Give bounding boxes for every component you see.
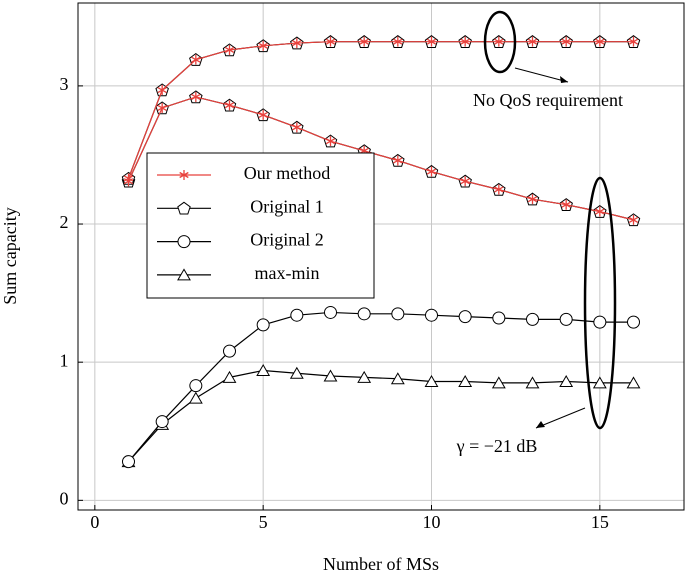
marker (559, 312, 573, 326)
marker (561, 199, 571, 210)
marker (224, 44, 235, 55)
marker (595, 206, 605, 217)
x-tick-label: 10 (423, 512, 441, 532)
y-tick-label: 0 (60, 488, 69, 508)
marker (460, 36, 470, 47)
arrow-head (560, 76, 568, 83)
y-axis-label: Sum capacity (0, 207, 20, 304)
ellipse (583, 176, 617, 430)
marker (179, 170, 189, 180)
marker (324, 305, 337, 319)
legend-label: Our method (244, 163, 330, 183)
series-line (128, 369, 634, 463)
marker (292, 38, 302, 49)
marker (527, 36, 538, 47)
marker (627, 315, 640, 329)
legend-label: Original 1 (250, 196, 324, 216)
marker (393, 155, 403, 166)
marker (494, 36, 504, 47)
marker (256, 363, 271, 376)
marker (289, 366, 304, 379)
marker (325, 36, 336, 47)
marker (628, 214, 639, 225)
marker (188, 391, 203, 404)
marker (424, 375, 439, 388)
marker (357, 307, 371, 321)
marker (189, 379, 203, 393)
marker (592, 376, 607, 389)
marker (177, 201, 191, 215)
series-line (128, 311, 634, 463)
y-tick-label: 2 (60, 212, 69, 232)
ellipse (483, 10, 517, 74)
marker (177, 235, 191, 249)
arrow (514, 67, 569, 83)
legend-label: max-min (255, 263, 320, 283)
marker (426, 36, 437, 47)
annotation: No QoS requirement (473, 90, 623, 110)
marker (357, 370, 372, 383)
x-tick-label: 15 (591, 512, 609, 532)
x-axis-label: Number of MSs (323, 554, 439, 574)
marker (323, 369, 338, 382)
marker (526, 312, 539, 326)
series-line (127, 96, 634, 221)
annotation: γ = −21 dB (456, 436, 538, 456)
marker (390, 372, 405, 385)
plot (121, 35, 641, 469)
marker (393, 36, 403, 47)
plot-frame (77, 2, 685, 511)
marker (157, 102, 167, 113)
marker (256, 318, 270, 332)
marker (191, 91, 201, 102)
legend-label: Original 2 (250, 230, 324, 250)
marker (290, 308, 304, 322)
marker (359, 36, 369, 47)
legend: Our method Original 1 Original 2 max-min (146, 152, 375, 299)
marker (191, 54, 201, 65)
marker (492, 311, 506, 325)
marker (494, 184, 504, 195)
x-tick-label: 5 (259, 512, 268, 532)
marker (626, 376, 641, 389)
marker (458, 310, 472, 324)
marker (527, 194, 538, 205)
marker (157, 85, 167, 96)
marker (426, 166, 437, 177)
marker (525, 376, 540, 389)
marker (561, 36, 571, 47)
marker (491, 376, 506, 389)
marker (458, 375, 473, 388)
marker (222, 370, 237, 383)
marker (325, 136, 336, 147)
marker (391, 307, 405, 321)
marker (628, 36, 639, 47)
marker (177, 268, 191, 281)
marker (460, 176, 470, 187)
marker (593, 315, 607, 329)
marker (559, 375, 574, 388)
arrow-head (536, 421, 545, 428)
marker (223, 344, 236, 358)
marker (224, 100, 235, 111)
marker (595, 36, 605, 47)
marker (425, 308, 438, 322)
marker (292, 122, 302, 133)
arrow (535, 407, 586, 429)
marker (258, 109, 268, 120)
marker (123, 173, 134, 184)
x-tick-label: 0 (90, 512, 99, 532)
marker (155, 415, 169, 429)
y-tick-label: 3 (60, 74, 69, 94)
marker (258, 40, 268, 51)
y-tick-label: 1 (60, 350, 69, 370)
marker (122, 455, 135, 469)
series-line (127, 41, 634, 179)
